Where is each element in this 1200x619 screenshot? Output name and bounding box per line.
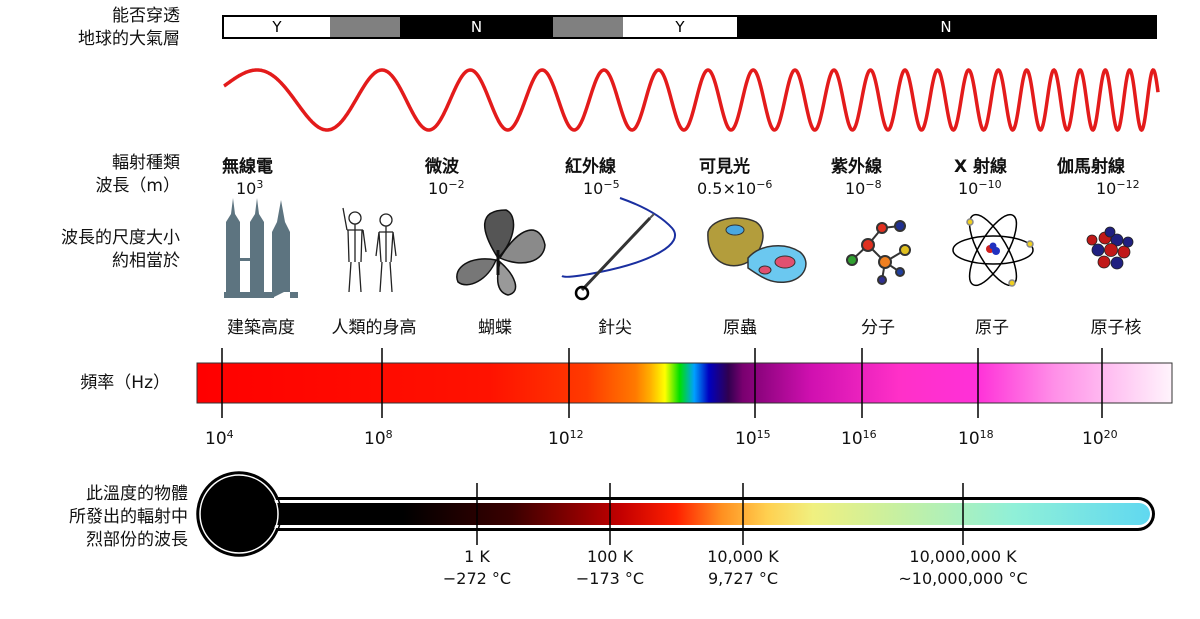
freq-tick-1e20: 1020 [1082, 428, 1118, 449]
freq-tick-1e16: 1016 [841, 428, 877, 449]
temp-label-line3: 烈部份的波長 [86, 530, 188, 550]
object-protozoa: 原蟲 [723, 318, 757, 338]
atmosphere-segment-y2 [623, 17, 737, 37]
band-infrared: 紅外線 [565, 157, 616, 177]
temp-10000k-kelvin: 10,000 K [707, 547, 779, 566]
object-molecule: 分子 [861, 318, 895, 338]
band-visible-wavelength: 0.5×10−6 [697, 178, 773, 198]
temperature-row-label: 此溫度的物體 所發出的輻射中 烈部份的波長 [69, 483, 188, 552]
atmosphere-label-line2: 地球的大氣層 [78, 29, 180, 49]
scale-row-label: 波長的尺度大小 約相當於 [61, 227, 180, 273]
band-ultraviolet-wavelength: 10−8 [845, 178, 882, 198]
atmosphere-label-line1: 能否穿透 [112, 6, 180, 26]
object-nucleus: 原子核 [1090, 318, 1142, 338]
temp-1k-celsius: −272 °C [442, 569, 512, 588]
needle-icon [561, 197, 676, 301]
frequency-row-label: 頻率（Hz） [80, 373, 170, 393]
atmosphere-segment-partial1 [330, 17, 400, 37]
protozoa-icon [707, 217, 807, 284]
band-radio-wavelength: 103 [236, 178, 264, 198]
temp-10000000k-kelvin: 10,000,000 K [909, 547, 1017, 566]
band-gamma-wavelength: 10−12 [1096, 178, 1140, 198]
band-xray: X 射線 [954, 157, 1008, 177]
frequency-bar [196, 348, 1173, 418]
freq-tick-1e12: 1012 [548, 428, 584, 449]
nucleus-icon [1086, 226, 1134, 270]
freq-tick-1e8: 108 [364, 428, 393, 449]
object-needle: 針尖 [598, 318, 632, 338]
atmosphere-y2-label: Y [675, 18, 685, 36]
temp-tick-100k: 100 K −173 °C [550, 546, 670, 590]
temp-tick-1k: 1 K −272 °C [417, 546, 537, 590]
type-row-label: 輻射種類 波長（m） [95, 152, 180, 198]
temp-10000000k-celsius: ~10,000,000 °C [898, 569, 1028, 588]
em-wave [223, 68, 1160, 133]
temp-100k-celsius: −173 °C [575, 569, 645, 588]
freq-tick-1e4: 104 [205, 428, 234, 449]
atmosphere-bar [222, 15, 1157, 39]
scale-label-line1: 波長的尺度大小 [61, 228, 180, 248]
band-visible: 可見光 [699, 157, 750, 177]
temp-1k-kelvin: 1 K [464, 547, 490, 566]
object-human: 人類的身高 [331, 318, 417, 338]
molecule-icon [846, 220, 911, 285]
object-building: 建築高度 [227, 318, 295, 338]
atmosphere-y1-label: Y [272, 18, 282, 36]
band-microwave-wavelength: 10−2 [428, 178, 465, 198]
atmosphere-row-label: 能否穿透 地球的大氣層 [78, 5, 180, 51]
band-gamma: 伽馬射線 [1057, 157, 1125, 177]
object-butterfly: 蝴蝶 [478, 318, 512, 338]
freq-tick-1e15: 1015 [735, 428, 771, 449]
band-xray-wavelength: 10−10 [958, 178, 1002, 198]
temp-10000k-celsius: 9,727 °C [707, 569, 779, 588]
atmosphere-segment-y1 [224, 17, 330, 37]
temp-label-line2: 所發出的輻射中 [69, 507, 188, 527]
thermometer [196, 471, 1155, 557]
freq-tick-1e18: 1018 [958, 428, 994, 449]
atmosphere-n1-label: N [470, 18, 483, 36]
object-atom: 原子 [975, 318, 1009, 338]
atmosphere-segment-partial2 [553, 17, 623, 37]
butterfly-icon [456, 209, 546, 296]
band-radio: 無線電 [222, 157, 273, 177]
band-infrared-wavelength: 10−5 [583, 178, 620, 198]
band-microwave: 微波 [425, 157, 459, 177]
band-ultraviolet: 紫外線 [831, 157, 882, 177]
atmosphere-n2-label: N [940, 18, 952, 36]
wavelength-label: 波長（m） [95, 176, 180, 196]
humans-icon [342, 207, 397, 293]
temp-tick-10000k: 10,000 K 9,727 °C [678, 546, 808, 590]
atom-icon [952, 213, 1034, 287]
temp-label-line1: 此溫度的物體 [86, 484, 188, 504]
skyscraper-icon [224, 198, 298, 298]
temp-100k-kelvin: 100 K [586, 547, 634, 566]
temp-tick-10000000k: 10,000,000 K ~10,000,000 °C [873, 546, 1053, 590]
type-label: 輻射種類 [112, 153, 180, 173]
scale-label-line2: 約相當於 [112, 251, 180, 271]
